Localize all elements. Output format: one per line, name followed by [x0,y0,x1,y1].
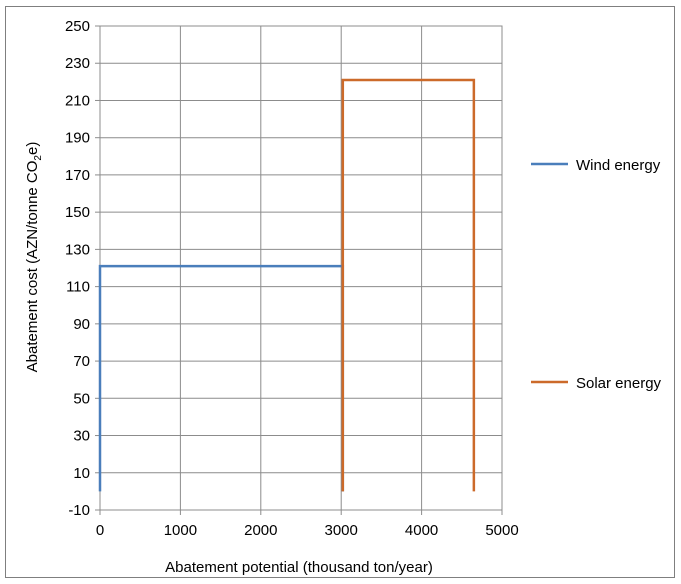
series-solar-energy [341,78,476,492]
y-tick-label: 10 [73,465,90,482]
x-axis-label: Abatement potential (thousand ton/year) [165,559,433,576]
y-tick-label: 110 [66,279,90,296]
y-tick-label: 170 [65,167,90,184]
legend-label: Wind energy [576,157,661,174]
y-axis-label-subscript: 2 [33,155,44,161]
y-tick-label: 210 [65,92,90,109]
y-tick-label: 150 [65,204,90,221]
x-tick-label: 0 [96,522,104,539]
y-tick-label: 230 [65,55,90,72]
y-tick-label: 70 [73,353,90,370]
plot-area-border [99,25,503,511]
y-axis-label: Abatement cost (AZN/tonne CO2e) [24,142,44,373]
y-axis-label-tail: e) [24,142,41,155]
y-tick-label: 250 [65,18,90,35]
y-tick-label: 190 [65,130,90,147]
y-tick-label: -10 [68,502,90,519]
abatement-cost-chart: -10 10 30 50 70 90 110 130 150 170 190 210 230 250 0 10… [24,18,662,576]
y-tick-label: 90 [73,316,90,333]
y-tick-label: 50 [73,390,90,407]
x-tick-label: 5000 [485,522,518,539]
legend-label: Solar energy [576,375,662,392]
x-tick-label: 1000 [164,522,197,539]
y-tick-label: 30 [73,428,90,445]
x-tick-label: 3000 [325,522,358,539]
chart-frame: -10 10 30 50 70 90 110 130 150 170 190 210 230 250 0 10… [5,6,675,578]
y-tick-label: 130 [65,241,90,258]
x-tick-label: 4000 [405,522,438,539]
x-tick-label: 2000 [244,522,277,539]
series-wind-energy [98,264,345,492]
y-axis-label-main: Abatement cost (AZN/tonne CO [24,161,41,373]
